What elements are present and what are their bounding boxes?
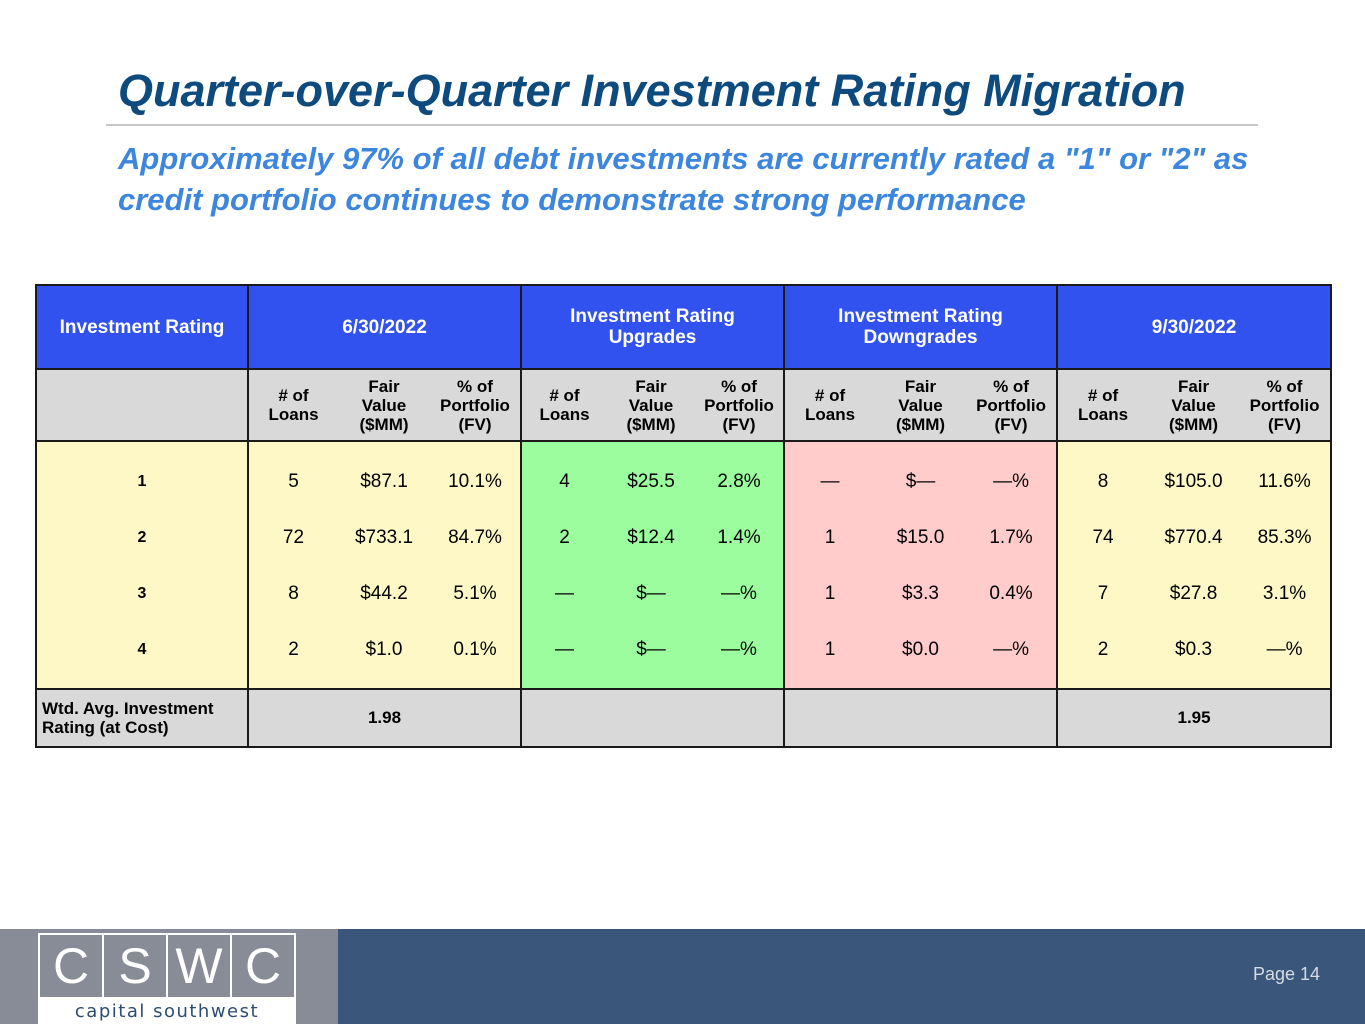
- cell-up-loans: 4: [520, 441, 607, 510]
- col-up-loans: # of Loans: [520, 368, 607, 442]
- cell-up-loans: 2: [520, 510, 607, 566]
- rating-rows: 1 5 $87.1 10.1% 4 $25.5 2.8% — $— —% 8 $105.0 11.6% 2…: [35, 441, 1333, 689]
- logo-letter: C: [40, 935, 102, 997]
- cell-q1-pct: 5.1%: [430, 566, 522, 622]
- cell-up-pct: —%: [695, 622, 786, 689]
- rating-row: 2 72 $733.1 84.7% 2 $12.4 1.4% 1 $15.0 1.7% 74 $770…: [35, 510, 1333, 566]
- logo-letter: S: [104, 935, 166, 997]
- cell-down-pct: 1.7%: [966, 510, 1059, 566]
- cell-up-pct: 2.8%: [695, 441, 786, 510]
- cell-q1-pct: 0.1%: [430, 622, 522, 689]
- header-q1-date: 6/30/2022: [247, 284, 522, 370]
- title-divider: [106, 124, 1258, 126]
- cell-up-pct: 1.4%: [695, 510, 786, 566]
- header-upgrades: Investment Rating Upgrades: [519, 284, 786, 370]
- cell-q2-loans: 2: [1056, 622, 1149, 689]
- cell-down-fair-value: $15.0: [875, 510, 967, 566]
- cswc-logo: C S W C capital southwest: [38, 933, 296, 1024]
- cell-q2-fair-value: $105.0: [1148, 441, 1240, 510]
- page-number: Page 14: [1253, 964, 1321, 984]
- col-down-fair-value: Fair Value ($MM): [875, 368, 967, 442]
- logo-wordmark: capital southwest: [74, 1001, 260, 1022]
- rating-row: 3 8 $44.2 5.1% — $— —% 1 $3.3 0.4% 7 $27.8 3.1%: [35, 566, 1333, 622]
- cell-down-fair-value: $0.0: [875, 622, 967, 689]
- rating-row: 1 5 $87.1 10.1% 4 $25.5 2.8% — $— —% 8 $105.0 11.6%: [35, 441, 1333, 510]
- logo-letter: W: [168, 935, 230, 997]
- cell-q1-pct: 10.1%: [430, 441, 522, 510]
- rating-label: 3: [35, 566, 249, 622]
- wtd-avg-q1: 1.98: [247, 688, 522, 748]
- rating-label: 2: [35, 510, 249, 566]
- cell-down-pct: —%: [966, 622, 1059, 689]
- slide-title: Quarter-over-Quarter Investment Rating M…: [118, 65, 1186, 116]
- cell-down-loans: —: [783, 441, 876, 510]
- cell-up-fair-value: $—: [607, 622, 695, 689]
- col-q2-fair-value: Fair Value ($MM): [1148, 368, 1240, 442]
- logo-divider: [166, 935, 168, 997]
- cell-down-fair-value: $3.3: [875, 566, 967, 622]
- col-q1-pct: % of Portfolio (FV): [430, 368, 522, 442]
- cell-q2-loans: 7: [1056, 566, 1149, 622]
- cell-q1-pct: 84.7%: [430, 510, 522, 566]
- cell-up-loans: —: [520, 622, 607, 689]
- cell-up-pct: —%: [695, 566, 786, 622]
- cell-q2-fair-value: $0.3: [1148, 622, 1240, 689]
- cell-q2-pct: 85.3%: [1239, 510, 1333, 566]
- cell-up-fair-value: $—: [607, 566, 695, 622]
- col-down-pct: % of Portfolio (FV): [966, 368, 1059, 442]
- header-q2-date: 9/30/2022: [1056, 284, 1333, 370]
- cell-q2-fair-value: $27.8: [1148, 566, 1240, 622]
- header-investment-rating: Investment Rating: [35, 284, 249, 370]
- cell-down-loans: 1: [783, 566, 876, 622]
- slide-subtitle: Approximately 97% of all debt investment…: [118, 141, 1249, 217]
- wtd-avg-upgrades-blank: [519, 688, 786, 748]
- group-header-row: Investment Rating 6/30/2022 Investment R…: [35, 284, 1333, 370]
- rating-label: 1: [35, 441, 249, 510]
- col-q1-fair-value: Fair Value ($MM): [338, 368, 430, 442]
- col-up-fair-value: Fair Value ($MM): [607, 368, 695, 442]
- cell-down-loans: 1: [783, 622, 876, 689]
- col-q2-pct: % of Portfolio (FV): [1239, 368, 1333, 442]
- cell-q1-fair-value: $44.2: [338, 566, 430, 622]
- cell-down-fair-value: $—: [875, 441, 967, 510]
- cell-q2-loans: 8: [1056, 441, 1149, 510]
- col-q1-loans: # of Loans: [247, 368, 338, 442]
- rating-label: 4: [35, 622, 249, 689]
- cell-q2-loans: 74: [1056, 510, 1149, 566]
- wtd-avg-label: Wtd. Avg. Investment Rating (at Cost): [35, 688, 249, 748]
- column-header-blank: [35, 368, 249, 442]
- col-down-loans: # of Loans: [783, 368, 876, 442]
- cell-q1-loans: 2: [247, 622, 338, 689]
- col-up-pct: % of Portfolio (FV): [695, 368, 786, 442]
- cell-down-pct: 0.4%: [966, 566, 1059, 622]
- cell-q1-fair-value: $87.1: [338, 441, 430, 510]
- cell-q2-fair-value: $770.4: [1148, 510, 1240, 566]
- rating-row: 4 2 $1.0 0.1% — $— —% 1 $0.0 —% 2 $0.3 —%: [35, 622, 1333, 689]
- cell-q1-loans: 5: [247, 441, 338, 510]
- header-downgrades: Investment Rating Downgrades: [783, 284, 1059, 370]
- logo-letter-blocks: C S W C: [40, 935, 294, 997]
- cell-q1-fair-value: $733.1: [338, 510, 430, 566]
- cell-q1-loans: 8: [247, 566, 338, 622]
- footer-bar: [338, 929, 1365, 1024]
- cell-up-loans: —: [520, 566, 607, 622]
- cell-q1-loans: 72: [247, 510, 338, 566]
- wtd-avg-q2: 1.95: [1056, 688, 1333, 748]
- weighted-average-row: Wtd. Avg. Investment Rating (at Cost) 1.…: [35, 688, 1333, 748]
- cell-q2-pct: —%: [1239, 622, 1333, 689]
- cell-up-fair-value: $25.5: [607, 441, 695, 510]
- cell-up-fair-value: $12.4: [607, 510, 695, 566]
- logo-divider: [230, 935, 232, 997]
- col-q2-loans: # of Loans: [1056, 368, 1149, 442]
- cell-down-loans: 1: [783, 510, 876, 566]
- wtd-avg-downgrades-blank: [783, 688, 1059, 748]
- cell-q1-fair-value: $1.0: [338, 622, 430, 689]
- cell-down-pct: —%: [966, 441, 1059, 510]
- logo-divider: [102, 935, 104, 997]
- column-header-row: # of Loans Fair Value ($MM) % of Portfol…: [35, 368, 1333, 442]
- cell-q2-pct: 3.1%: [1239, 566, 1333, 622]
- investment-rating-table: Investment Rating 6/30/2022 Investment R…: [35, 284, 1333, 748]
- cell-q2-pct: 11.6%: [1239, 441, 1333, 510]
- logo-letter: C: [232, 935, 294, 997]
